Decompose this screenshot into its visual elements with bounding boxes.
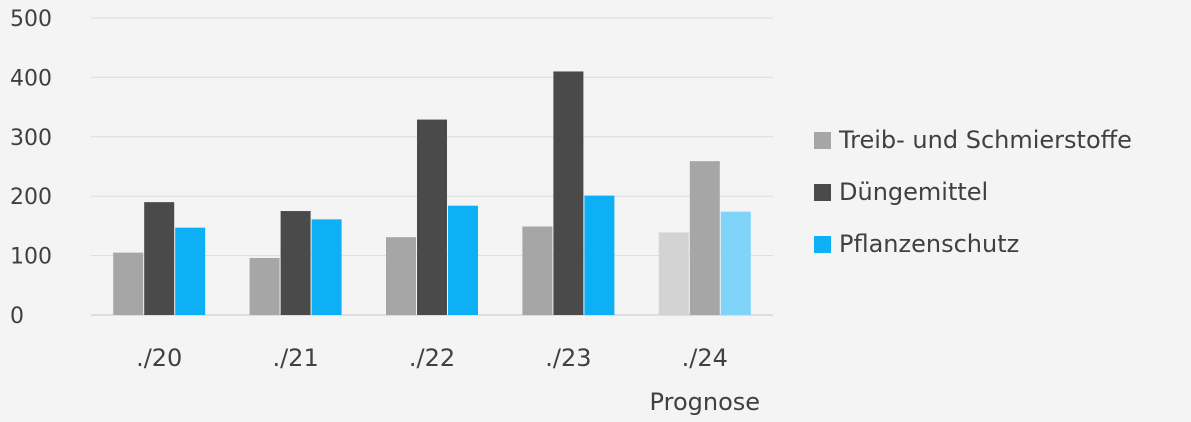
legend-swatch-pflanzenschutz: [814, 235, 831, 253]
bar: [720, 211, 751, 315]
legend-swatch-duengemittel: [814, 183, 831, 201]
legend-item-pflanzenschutz: Pflanzenschutz: [814, 218, 1132, 270]
y-tick-label: 400: [10, 66, 52, 91]
bar: [448, 205, 478, 315]
bar: [417, 119, 447, 315]
x-tick-note: Prognose: [650, 388, 760, 416]
bar: [311, 219, 342, 315]
bar: [175, 227, 206, 315]
bar: [584, 195, 615, 315]
legend-item-duengemittel: Düngemittel: [814, 166, 1132, 218]
bar-chart: 0 100 200 300 400 500 ./20 ./21 ./22 ./23 ./24 Prog…: [10, 7, 773, 416]
legend: Treib- und Schmierstoffe Düngemittel Pfl…: [814, 114, 1132, 270]
bar: [658, 232, 689, 315]
y-tick-label: 200: [10, 185, 52, 210]
x-tick-label: ./22: [409, 344, 455, 372]
y-tick-label: 300: [10, 126, 52, 151]
bar: [386, 237, 416, 315]
legend-swatch-treibstoffe: [814, 131, 831, 149]
legend-label-pflanzenschutz: Pflanzenschutz: [839, 230, 1020, 258]
x-tick-label: ./20: [136, 344, 182, 372]
legend-label-duengemittel: Düngemittel: [839, 178, 989, 206]
legend-label-treibstoffe: Treib- und Schmierstoffe: [839, 126, 1132, 154]
y-tick-label: 100: [10, 245, 52, 270]
y-tick-label: 500: [10, 7, 52, 32]
y-tick-label: 0: [10, 304, 24, 329]
bar: [280, 211, 311, 315]
bar: [553, 71, 584, 316]
bar: [144, 202, 175, 315]
bar: [249, 257, 280, 315]
legend-item-treibstoffe: Treib- und Schmierstoffe: [814, 114, 1132, 166]
bar: [689, 161, 720, 315]
x-tick-label: ./21: [272, 344, 318, 372]
bar: [113, 252, 144, 315]
x-tick-label: ./23: [545, 344, 591, 372]
x-tick-label: ./24: [682, 344, 728, 372]
bar: [522, 226, 553, 315]
